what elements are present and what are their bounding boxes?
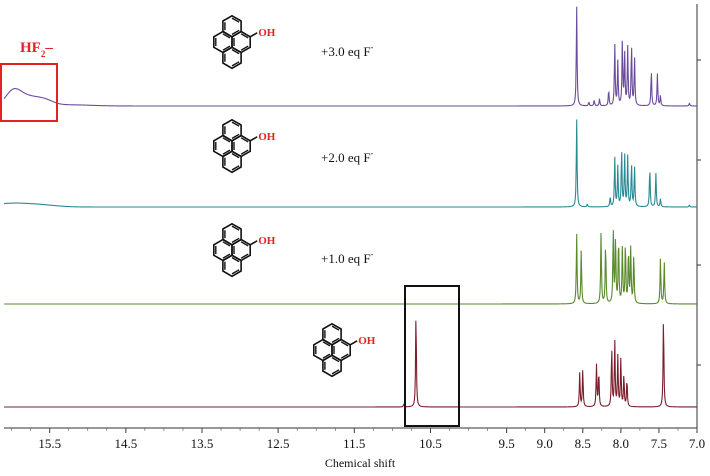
label-1eq: +1.0 eq F- — [321, 250, 374, 266]
x-tick-label: 15.5 — [38, 436, 61, 451]
label-2eq: +2.0 eq F- — [321, 149, 374, 165]
hf2-highlight-box — [0, 63, 58, 122]
x-tick-label: 11.5 — [343, 436, 365, 451]
hydroxypyrene-molecule: OH — [213, 222, 276, 278]
spectrum-line — [3, 119, 697, 208]
hydroxypyrene-molecule: OH — [312, 322, 376, 378]
hydroxypyrene-molecule: OH — [213, 14, 276, 70]
x-tick-label: 9.5 — [498, 436, 514, 451]
x-axis-label: Chemical shift — [325, 456, 396, 470]
x-tick-label: 7.5 — [651, 436, 667, 451]
oh-label: OH — [258, 27, 276, 39]
molecule-structures: OH OH OH OH — [213, 14, 376, 378]
x-tick-label: 8.5 — [575, 436, 591, 451]
hydroxypyrene-molecule: OH — [213, 118, 276, 174]
x-tick-label: 8.0 — [613, 436, 629, 451]
spectrum-line — [4, 230, 697, 305]
oh-label: OH — [258, 131, 276, 143]
oh-peak-highlight-box — [404, 285, 460, 427]
spectrum-line — [3, 6, 697, 107]
x-tick-label: 14.5 — [114, 436, 137, 451]
hf2-annotation: HF2– — [0, 40, 58, 122]
x-ticks: 15.5 14.5 13.5 12.5 11.5 10.5 9.5 9.0 8.5 8.0 7.5 7… — [11, 428, 705, 451]
x-tick-label: 9.0 — [537, 436, 553, 451]
label-3eq: +3.0 eq F- — [321, 43, 374, 59]
x-tick-label: 13.5 — [191, 436, 214, 451]
x-tick-label: 10.5 — [419, 436, 442, 451]
oh-label: OH — [358, 335, 376, 347]
hf2-label: HF2– — [20, 40, 53, 59]
spectra — [3, 6, 697, 408]
x-tick-label: 7.0 — [689, 436, 705, 451]
right-axis-stubs — [697, 59, 701, 366]
x-tick-label: 12.5 — [267, 436, 290, 451]
spectrum-line — [4, 320, 697, 408]
oh-label: OH — [258, 235, 276, 247]
